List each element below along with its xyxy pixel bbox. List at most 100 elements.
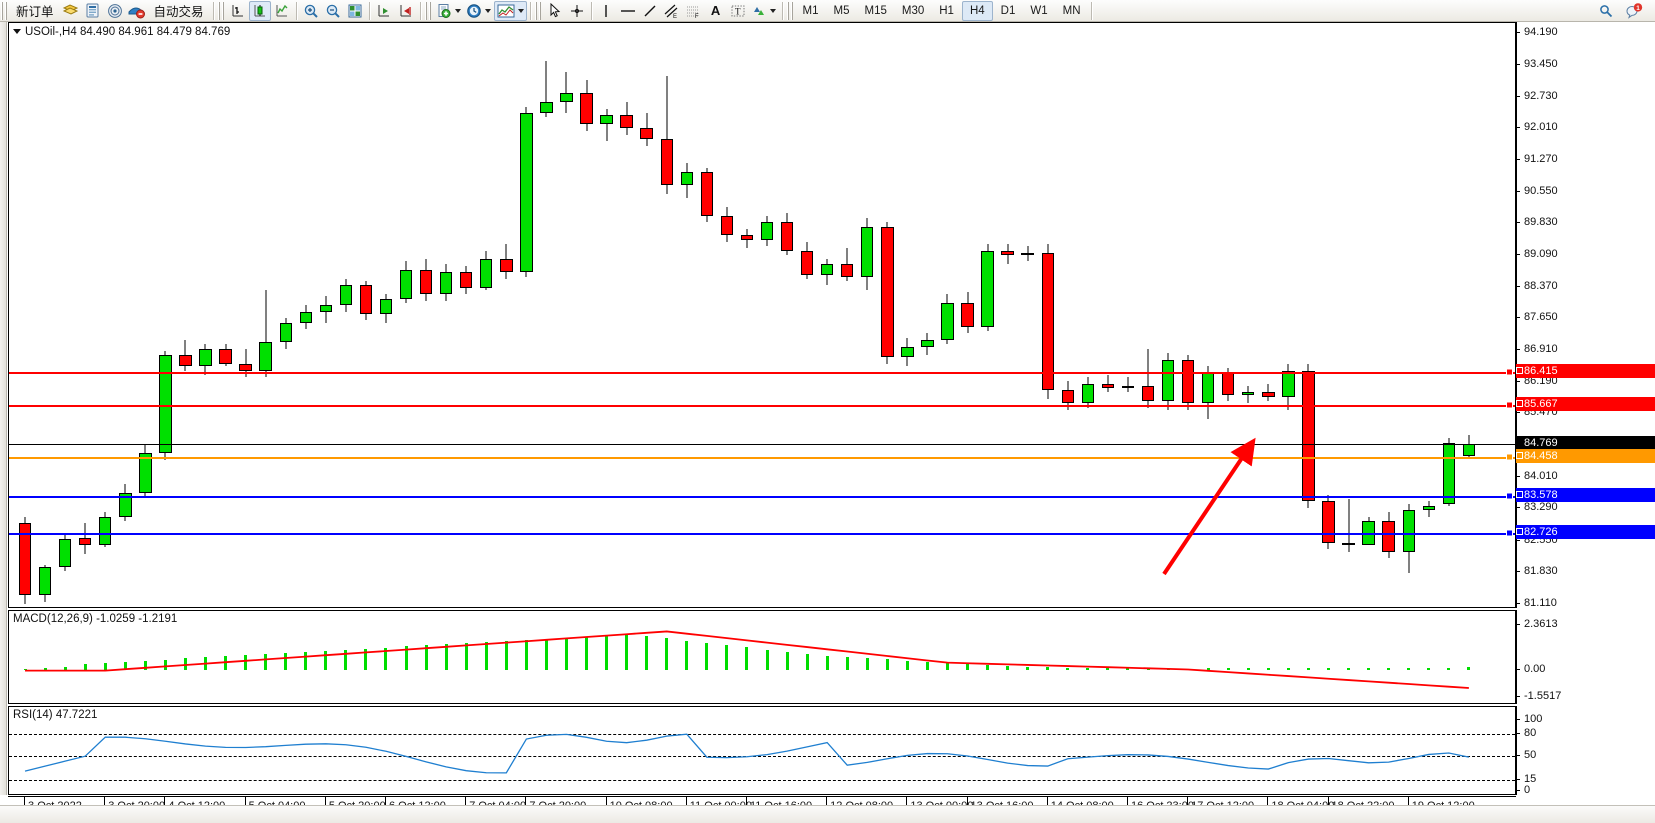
periods-button[interactable] [464,1,494,21]
timeframe-button-h1[interactable]: H1 [939,4,954,17]
candle [500,244,513,279]
timeframe-button-h4[interactable]: H4 [961,0,993,21]
candle-body [1322,501,1335,543]
price-tag-handle[interactable] [1516,367,1523,375]
timeframe-button-mn[interactable]: MN [1062,4,1081,17]
grid-icon[interactable] [344,1,366,21]
candle-body [119,492,132,517]
search-icon[interactable] [1595,1,1617,21]
macd-bar [344,649,348,670]
macd-panel[interactable]: MACD(12,26,9) -1.0259 -1.2191 [8,610,1516,704]
price-level-line-84.458[interactable] [9,457,1515,460]
candle-body [1141,385,1155,402]
price-axis[interactable]: 94.190 93.450 92.730 92.010 91.270 90.550 89.8… [1516,22,1655,609]
cursor-icon[interactable] [544,1,566,21]
price-tick: 81.110 [1516,597,1655,609]
fibonacci-icon[interactable]: F [683,1,705,21]
auto-scroll-icon[interactable] [373,1,395,21]
candle [78,523,92,554]
bar-chart-icon[interactable] [227,1,249,21]
macd-bar [544,638,548,670]
line-chart-icon[interactable] [271,1,293,21]
text-icon[interactable]: A [710,3,721,18]
price-level-line-85.667[interactable] [9,404,1515,407]
timeframe-button-m30[interactable]: M30 [901,4,925,17]
chevron-down-icon[interactable] [455,8,462,13]
add-indicator-button[interactable] [434,1,464,21]
price-tag-handle[interactable] [1516,452,1523,460]
macd-bar [83,663,87,670]
candle-body [500,259,513,273]
price-level-line-82.726[interactable] [9,533,1515,535]
toolbar-grip-5[interactable] [786,1,794,20]
zoom-out-icon[interactable] [322,1,344,21]
price-level-handle[interactable] [1506,492,1513,500]
candlestick-icon[interactable] [248,0,271,21]
new-order-button[interactable]: 新订单 [16,5,54,19]
chevron-down-icon[interactable] [770,8,777,13]
price-level-line-83.578[interactable] [9,495,1515,498]
timeframe-button-m5[interactable]: M5 [833,4,850,17]
autotrading-icon[interactable] [126,1,148,21]
macd-bar [1046,667,1050,670]
folders-icon[interactable] [60,1,82,21]
toolbar-grip-2[interactable] [217,1,225,20]
candle-body [1041,252,1054,391]
notification-bell-icon[interactable]: 1 [1623,1,1645,21]
timeframe-button-w1[interactable]: W1 [1030,4,1048,17]
autotrading-button[interactable]: 自动交易 [153,5,204,19]
candle-body [159,355,172,454]
timeframe-button-m15[interactable]: M15 [864,4,887,17]
price-level-line-84.769[interactable] [9,443,1515,445]
toolbar-grip-3[interactable] [424,1,432,20]
chart-shift-icon[interactable] [395,1,417,21]
macd-bar [564,637,568,670]
timeframe-group: M1 M5 M15 M30 H1 H4 D1 W1 MN [796,0,1088,21]
toolbar-grip[interactable] [1,1,8,20]
radar-icon[interactable] [104,1,126,21]
channel-icon[interactable]: E [661,1,683,21]
macd-axis-divider [1516,610,1517,704]
rsi-panel[interactable]: RSI(14) 47.7221 [8,706,1516,795]
price-tag-handle[interactable] [1516,528,1523,535]
candle-body [259,342,272,371]
vertical-line-icon[interactable] [595,1,617,21]
price-level-handle[interactable] [1506,368,1513,376]
text-label-icon[interactable]: T [727,1,749,21]
price-level-handle[interactable] [1506,401,1513,409]
candle-body [179,355,192,367]
price-tag-84.458: 84.458 [1516,449,1655,464]
price-tag-handle[interactable] [1516,490,1523,498]
collapse-arrow-icon[interactable] [13,29,21,34]
price-level-line-86.415[interactable] [9,372,1515,375]
workspace-left-edge[interactable] [0,22,7,795]
zoom-in-icon[interactable] [300,1,322,21]
market-watch-icon[interactable] [82,1,104,21]
candle-body [1061,390,1075,404]
price-panel[interactable]: USOil-,H4 84.490 84.961 84.479 84.769 [8,22,1516,608]
templates-button[interactable] [493,0,527,21]
chevron-down-icon[interactable] [485,8,492,13]
candle [419,259,433,301]
trendline-icon[interactable] [639,1,661,21]
candle-wick [245,348,247,378]
candle [1141,348,1155,408]
toolbar-grip-4[interactable] [534,1,542,20]
macd-bar [464,643,468,670]
candle-body [1101,383,1115,388]
price-level-handle[interactable] [1506,529,1513,537]
rsi-tick: 50 [1516,749,1655,761]
chevron-down-icon[interactable] [517,8,524,13]
shapes-icon[interactable] [749,1,779,21]
horizontal-line-icon[interactable] [617,1,639,21]
candle [379,294,393,323]
price-tag-handle[interactable] [1516,399,1523,407]
candle-body [219,348,232,364]
crosshair-icon[interactable] [566,1,588,21]
macd-bar [1347,667,1351,670]
price-tick: 86.910 [1516,343,1655,355]
candle [1121,377,1135,393]
price-level-handle[interactable] [1506,453,1513,461]
timeframe-button-m1[interactable]: M1 [802,4,819,17]
timeframe-button-d1[interactable]: D1 [1000,4,1016,17]
